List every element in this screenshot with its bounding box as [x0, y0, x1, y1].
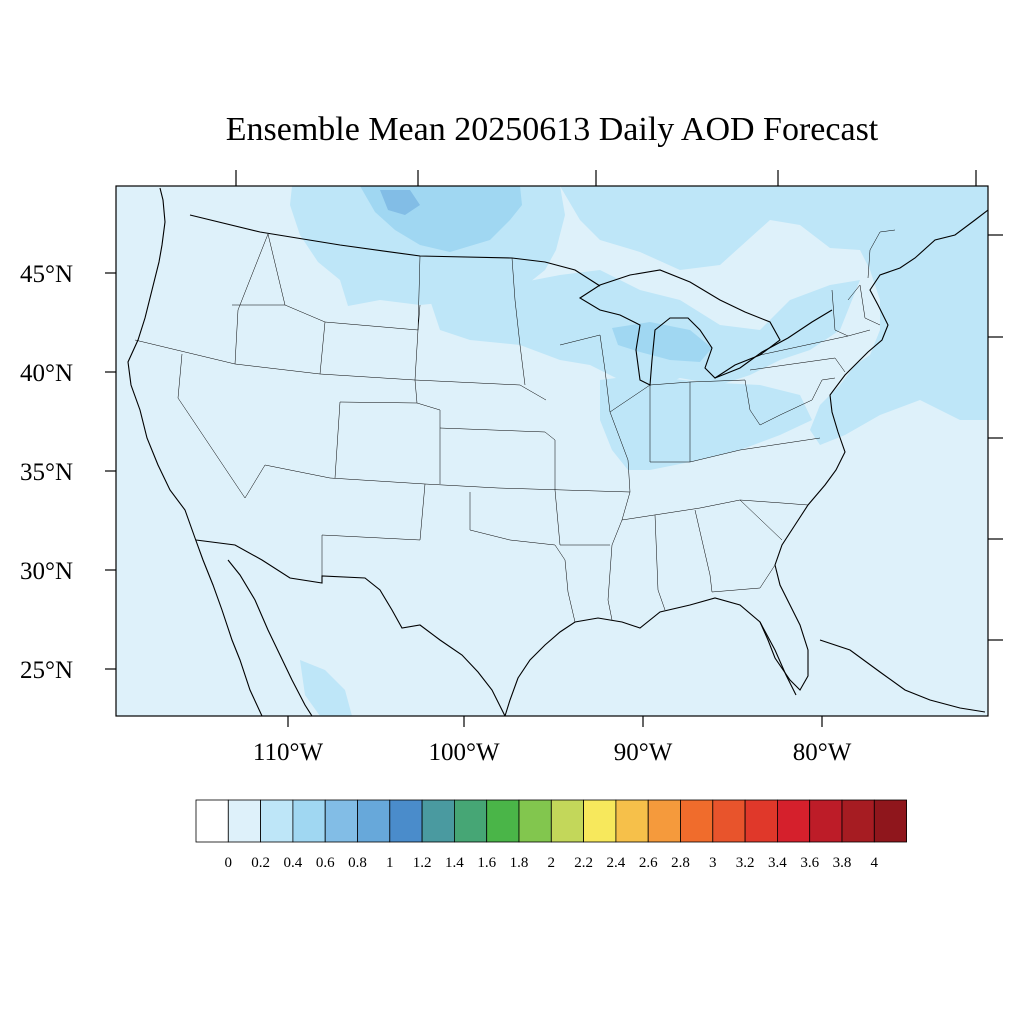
colorbar-swatch	[615, 799, 649, 843]
baja-gulf-coast	[227, 559, 313, 716]
lat-label-35: 35°N	[20, 459, 73, 486]
colorbar-swatch	[486, 799, 520, 843]
colorbar-label: 3	[709, 855, 717, 871]
colorbar-label: 1.6	[477, 855, 496, 871]
lon-label-80: 80°W	[793, 739, 852, 766]
colorbar-swatch	[195, 799, 229, 843]
colorbar-swatch	[421, 799, 455, 843]
colorbar-swatch	[292, 799, 326, 843]
map-frame	[115, 185, 989, 717]
colorbar-swatch	[227, 799, 262, 843]
colorbar-swatch	[841, 799, 875, 843]
map-title: Ensemble Mean 20250613 Daily AOD Forecas…	[225, 111, 879, 148]
aod-region-northeast	[560, 186, 988, 445]
latitude-labels: 45°N 40°N 35°N 30°N 25°N	[20, 261, 73, 684]
colorbar-label: 1.2	[413, 855, 432, 871]
colorbar-label: 1	[386, 855, 394, 871]
lon-label-110: 110°W	[253, 739, 324, 766]
colorbar-label: 3.6	[800, 855, 819, 871]
aod-region-gulf-of-california	[300, 660, 352, 716]
mexico-border-west	[195, 539, 506, 716]
colorbar-label: 2.8	[671, 855, 690, 871]
colorbar-label: 3.4	[768, 855, 787, 871]
colorbar-label: 4	[871, 855, 879, 871]
colorbar-swatch	[453, 799, 488, 843]
colorbar-swatch	[712, 799, 746, 843]
lat-label-40: 40°N	[20, 360, 73, 387]
colorbar-label: 2	[548, 855, 556, 871]
map-panel	[116, 186, 988, 716]
colorbar-swatch	[873, 799, 907, 843]
colorbar-label: 0	[225, 855, 233, 871]
colorbar-swatch	[260, 799, 294, 843]
caribbean-islands	[819, 639, 986, 713]
colorbar-swatch	[680, 799, 714, 843]
colorbar-label: 0.8	[348, 855, 367, 871]
lat-label-45: 45°N	[20, 261, 73, 288]
colorbar-label: 1.4	[445, 855, 464, 871]
pacific-coastline	[127, 187, 263, 716]
canada-border	[189, 214, 601, 287]
colorbar-swatch	[744, 799, 778, 843]
longitude-labels: 110°W 100°W 90°W 80°W	[253, 739, 852, 766]
colorbar-swatch	[324, 799, 358, 843]
colorbar-label: 3.2	[736, 855, 755, 871]
great-lakes-outline	[578, 269, 781, 386]
colorbar-swatch	[389, 799, 423, 843]
lat-label-30: 30°N	[20, 558, 73, 585]
lon-label-100: 100°W	[428, 739, 499, 766]
frame-ticks	[105, 170, 1003, 727]
colorbar-swatch	[550, 799, 584, 843]
aod-region-lake-michigan	[612, 322, 712, 362]
aod-region-core	[380, 190, 420, 215]
colorbar-swatch	[647, 799, 681, 843]
colorbar-label: 0.4	[284, 855, 303, 871]
colorbar: 0 0.2 0.4 0.6 0.8 1 1.2 1.4 1.6 1.8 2 2.2 2.4 2.6 2.8 3…	[195, 799, 907, 871]
colorbar-label: 0.6	[316, 855, 335, 871]
colorbar-label: 2.2	[574, 855, 593, 871]
colorbar-label: 0.2	[251, 855, 270, 871]
lat-label-25: 25°N	[20, 657, 73, 684]
gulf-coastline	[504, 209, 988, 716]
colorbar-label: 1.8	[510, 855, 529, 871]
colorbar-swatch	[518, 799, 552, 843]
colorbar-label: 2.6	[639, 855, 658, 871]
colorbar-swatch	[809, 799, 843, 843]
aod-background-field	[116, 186, 988, 716]
colorbar-swatch	[357, 799, 391, 843]
lon-label-90: 90°W	[614, 739, 673, 766]
florida-coast	[759, 621, 797, 696]
colorbar-label: 3.8	[833, 855, 852, 871]
state-boundaries	[134, 229, 896, 623]
colorbar-swatch	[777, 799, 811, 843]
colorbar-label: 2.4	[607, 855, 626, 871]
colorbar-swatch	[583, 799, 617, 843]
aod-region-ohio-valley	[600, 375, 812, 470]
coastlines-and-borders	[127, 187, 988, 716]
lake-erie-ontario	[714, 309, 833, 379]
